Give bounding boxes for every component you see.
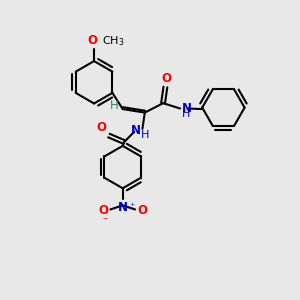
- Text: H: H: [141, 130, 150, 140]
- Text: H: H: [110, 99, 119, 112]
- Text: $^+$: $^+$: [128, 201, 136, 210]
- Text: O: O: [88, 34, 98, 47]
- Text: N: N: [130, 124, 140, 137]
- Text: O: O: [161, 72, 171, 85]
- Text: CH$_3$: CH$_3$: [102, 34, 125, 47]
- Text: O: O: [137, 204, 147, 217]
- Text: O: O: [99, 204, 109, 217]
- Text: $^-$: $^-$: [100, 215, 109, 224]
- Text: N: N: [118, 201, 128, 214]
- Text: H: H: [182, 109, 190, 119]
- Text: O: O: [96, 121, 106, 134]
- Text: N: N: [182, 102, 192, 115]
